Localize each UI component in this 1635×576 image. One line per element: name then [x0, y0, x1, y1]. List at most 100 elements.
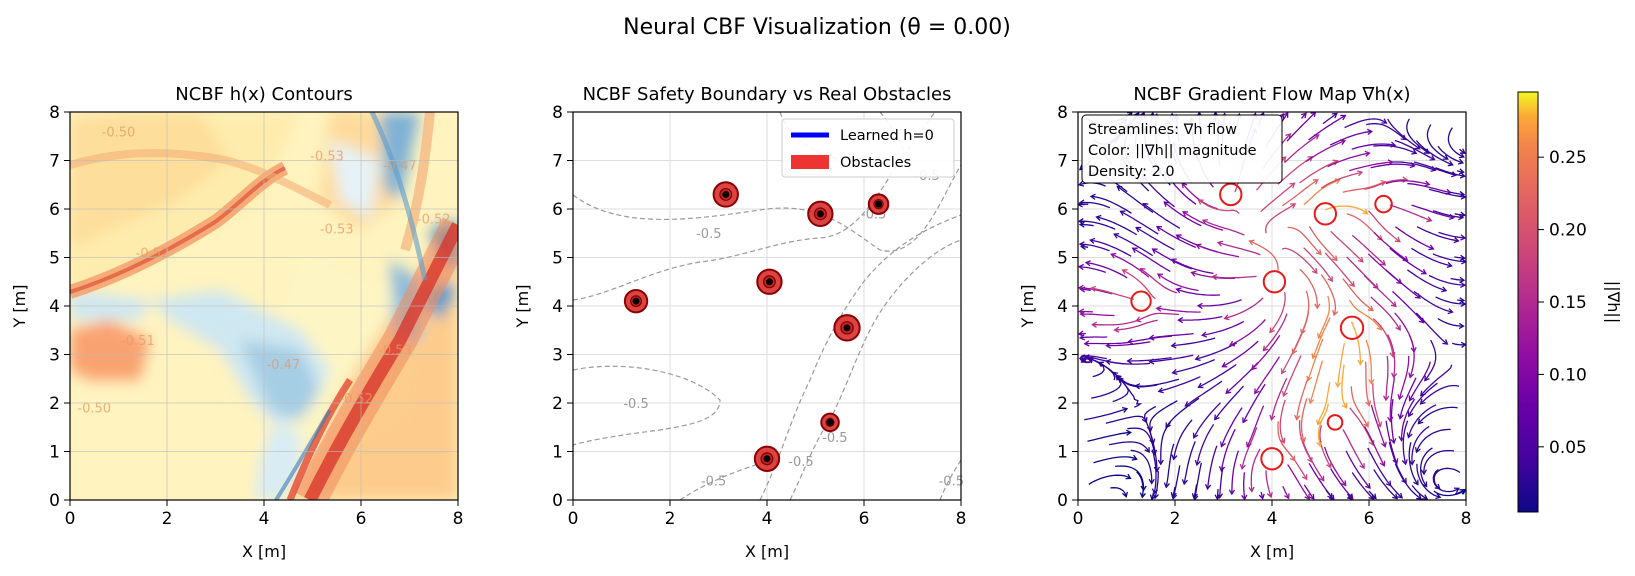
streamline-arrow — [1211, 273, 1218, 281]
streamline-arrow — [1315, 249, 1322, 256]
streamline — [1130, 449, 1153, 484]
streamline-arrow — [1228, 489, 1236, 496]
streamline — [1127, 427, 1156, 455]
colorbar-label: ||∇h|| — [1604, 281, 1623, 323]
streamline — [1450, 191, 1464, 196]
x-tick-label: 6 — [356, 509, 367, 529]
streamline-arrow — [1170, 493, 1178, 500]
streamline-arrow — [1365, 482, 1371, 489]
streamline — [1300, 398, 1308, 443]
streamline — [1079, 266, 1106, 274]
contour-level-label: -0.5 — [623, 397, 648, 412]
panel1-title: NCBF h(x) Contours — [175, 84, 353, 105]
y-tick-label: 6 — [49, 200, 60, 220]
streamline-arrow — [1300, 328, 1306, 335]
streamline — [1214, 385, 1244, 420]
contour-label: -0.52 — [136, 247, 170, 262]
streamline — [1370, 404, 1386, 447]
streamline-arrow — [1110, 252, 1117, 259]
streamline — [1415, 312, 1448, 345]
x-tick-label: 8 — [956, 509, 967, 529]
streamline — [1078, 287, 1113, 295]
streamline-arrow — [1181, 479, 1188, 486]
streamline-arrow — [1078, 330, 1084, 337]
streamline — [1370, 163, 1415, 169]
streamline — [1080, 336, 1108, 339]
streamline-arrow — [1225, 388, 1232, 395]
streamline — [1342, 429, 1365, 469]
streamline — [1171, 337, 1216, 347]
streamline — [1373, 144, 1417, 154]
streamline-arrow — [1228, 340, 1236, 347]
streamline-arrow — [1304, 493, 1310, 500]
streamline — [1195, 342, 1238, 360]
streamline — [1251, 334, 1281, 370]
streamline — [1392, 290, 1425, 324]
x-tick-label: 8 — [453, 509, 464, 529]
streamline-arrow — [1459, 297, 1466, 304]
streamline-arrow — [1346, 494, 1353, 500]
streamline — [1402, 420, 1409, 465]
streamline-arrow — [1397, 492, 1404, 499]
streamline — [1389, 247, 1427, 275]
streamline-arrow — [1078, 199, 1085, 206]
streamline — [1217, 241, 1261, 256]
streamline-arrow — [1447, 308, 1454, 315]
streamline-arrow — [1459, 172, 1466, 179]
x-tick-label: 2 — [665, 509, 676, 529]
streamline — [1390, 399, 1395, 444]
streamline — [1330, 230, 1364, 263]
streamline-arrow — [1414, 447, 1421, 454]
streamline — [1416, 226, 1459, 242]
colorbar-tick-label: 0.25 — [1549, 148, 1587, 168]
y-tick-label: 5 — [1057, 249, 1068, 269]
y-tick-label: 5 — [49, 249, 60, 269]
streamline — [1435, 167, 1465, 177]
streamline — [1363, 275, 1397, 307]
streamline — [1202, 320, 1245, 336]
streamline-arrow — [1134, 383, 1141, 390]
streamline — [1224, 297, 1264, 320]
streamline-arrow — [1363, 421, 1369, 428]
streamline-arrow — [1327, 276, 1334, 283]
streamline — [1319, 425, 1332, 468]
streamline — [1407, 269, 1447, 292]
streamline — [1438, 231, 1466, 239]
streamline-arrow — [1420, 268, 1427, 275]
streamline-arrow — [1318, 475, 1325, 482]
streamline — [1364, 179, 1408, 190]
streamline — [1282, 355, 1302, 397]
streamline-arrow — [1411, 148, 1418, 155]
streamline — [1368, 490, 1377, 499]
contour-label: -0.53 — [378, 344, 412, 359]
legend: Learned h=0 Obstacles — [781, 118, 955, 178]
contour-label: -0.51 — [121, 334, 155, 349]
streamline — [1140, 268, 1178, 294]
contour-level-label: -0.5 — [822, 431, 847, 446]
streamline — [1079, 355, 1107, 364]
streamline-arrow — [1197, 199, 1204, 205]
streamline-arrow — [1280, 368, 1287, 375]
streamline — [1312, 317, 1331, 359]
contour-label: -0.53 — [320, 222, 354, 237]
streamline — [1387, 118, 1421, 150]
y-tick-label: 6 — [552, 200, 563, 220]
streamline-arrow — [1458, 214, 1465, 221]
streamline — [1366, 123, 1407, 141]
streamline-arrow — [1364, 150, 1371, 157]
y-tick-label: 2 — [1057, 394, 1068, 414]
streamline — [1149, 354, 1194, 363]
info-line-1: Streamlines: ∇h flow — [1088, 122, 1237, 138]
streamline-arrow — [1400, 134, 1407, 141]
streamline-arrow — [1200, 331, 1208, 338]
streamline-arrow — [1218, 466, 1226, 473]
streamline — [1157, 273, 1199, 292]
streamline-arrow — [1429, 155, 1436, 161]
streamline-arrow — [1327, 493, 1333, 500]
streamline-arrow — [1434, 483, 1441, 490]
streamline-arrow — [1424, 180, 1431, 187]
streamline — [1149, 332, 1194, 339]
streamline-arrow — [1422, 494, 1429, 500]
streamline — [1387, 334, 1396, 378]
streamline — [1120, 210, 1159, 235]
